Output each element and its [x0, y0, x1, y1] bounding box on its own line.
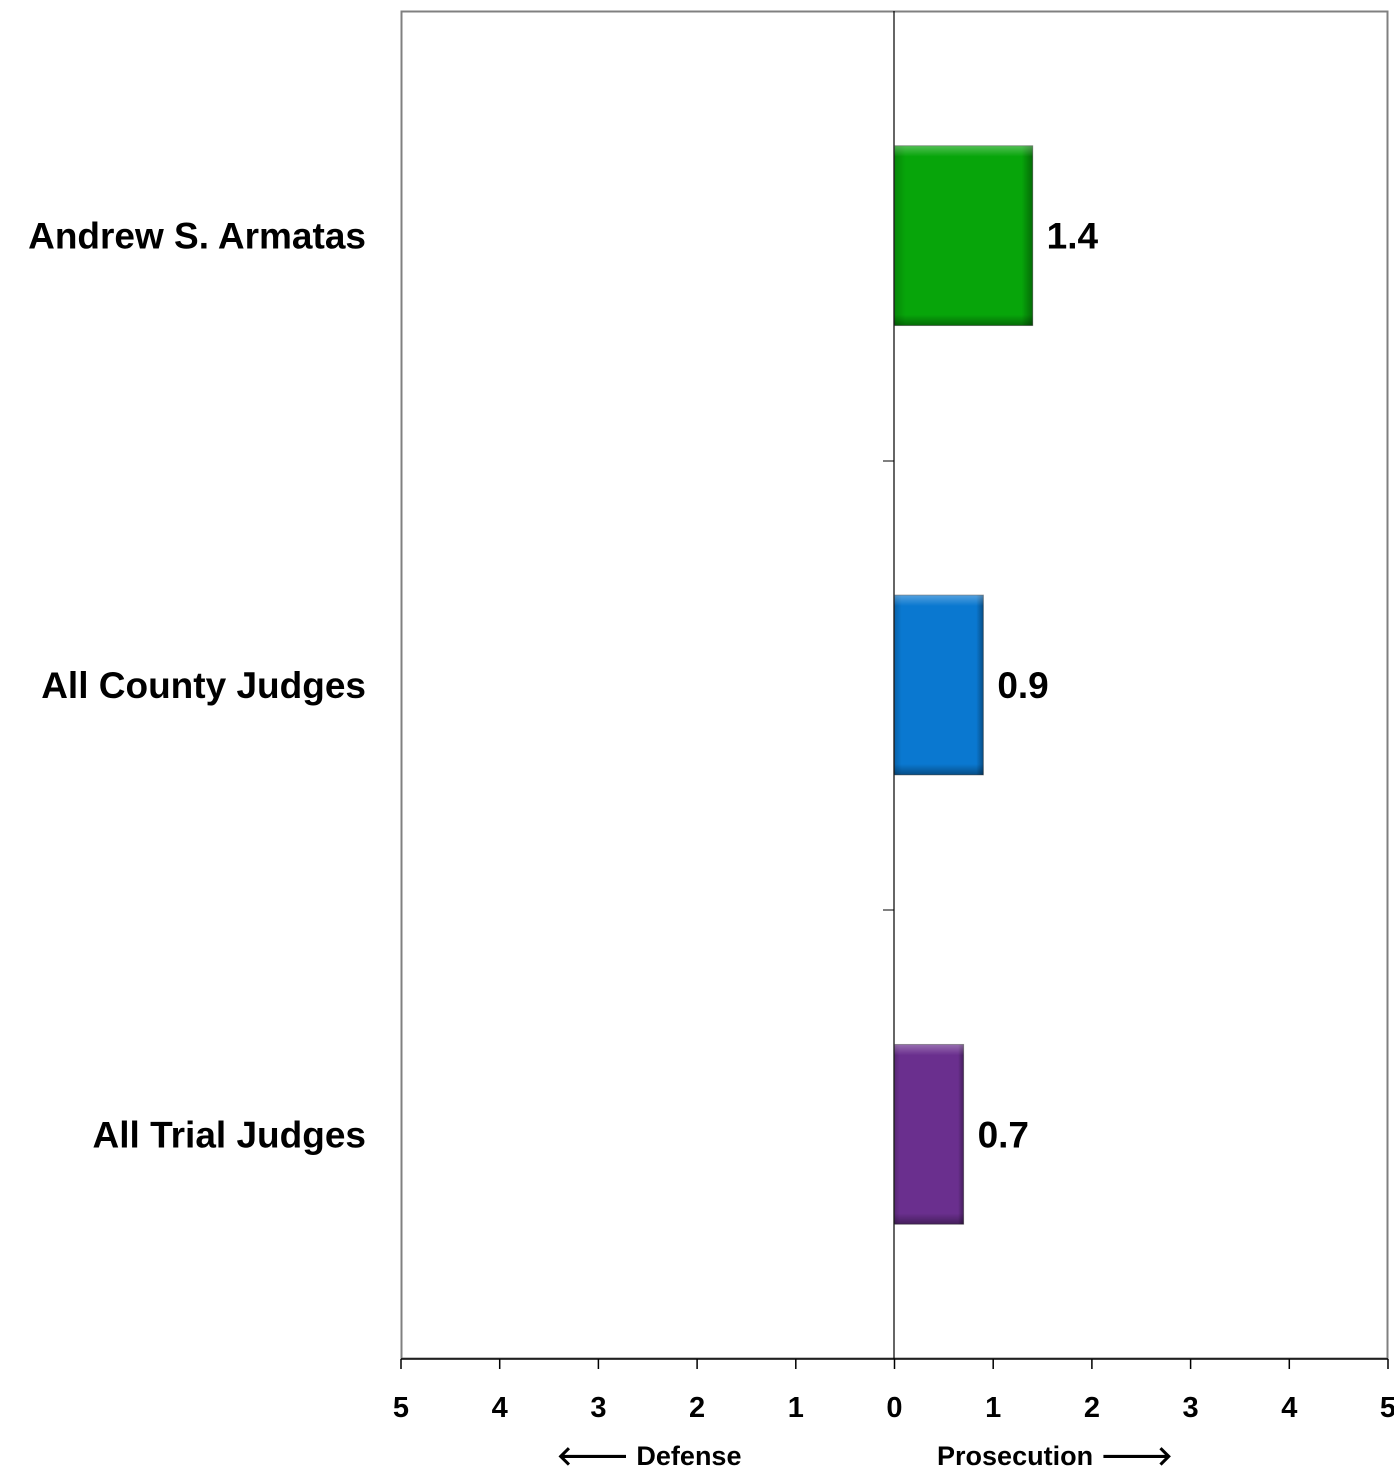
x-tick-label: 5	[393, 1392, 409, 1424]
bar-bevel-shade	[894, 1044, 964, 1225]
value-label: 0.7	[978, 1114, 1029, 1155]
x-tick-label: 1	[985, 1392, 1001, 1424]
category-label: Andrew S. Armatas	[28, 216, 366, 257]
value-label: 0.9	[997, 665, 1048, 706]
x-tick-label: 4	[492, 1392, 508, 1424]
category-label: All Trial Judges	[93, 1114, 366, 1155]
value-label: 1.4	[1047, 216, 1099, 257]
x-tick-label: 2	[689, 1392, 705, 1424]
x-tick-label: 2	[1084, 1392, 1100, 1424]
defense-direction-label: 🡐 Defense	[557, 1441, 742, 1469]
bar-bevel-shade	[894, 595, 984, 775]
x-tick-label: 5	[1380, 1392, 1394, 1424]
bar-bevel-shade	[894, 145, 1033, 326]
x-tick-label: 1	[788, 1392, 804, 1424]
x-tick-label: 3	[1183, 1392, 1199, 1424]
x-tick-label: 3	[590, 1392, 606, 1424]
prosecution-direction-label: Prosecution 🡒	[937, 1441, 1173, 1469]
category-label: All County Judges	[41, 665, 366, 706]
x-tick-label: 4	[1281, 1392, 1297, 1424]
bars-group	[894, 145, 1034, 1225]
x-tick-label: 0	[886, 1392, 902, 1424]
x-axis-ticks: 5 4 3 2 1 0 1 2 3 4 5	[393, 1359, 1394, 1424]
